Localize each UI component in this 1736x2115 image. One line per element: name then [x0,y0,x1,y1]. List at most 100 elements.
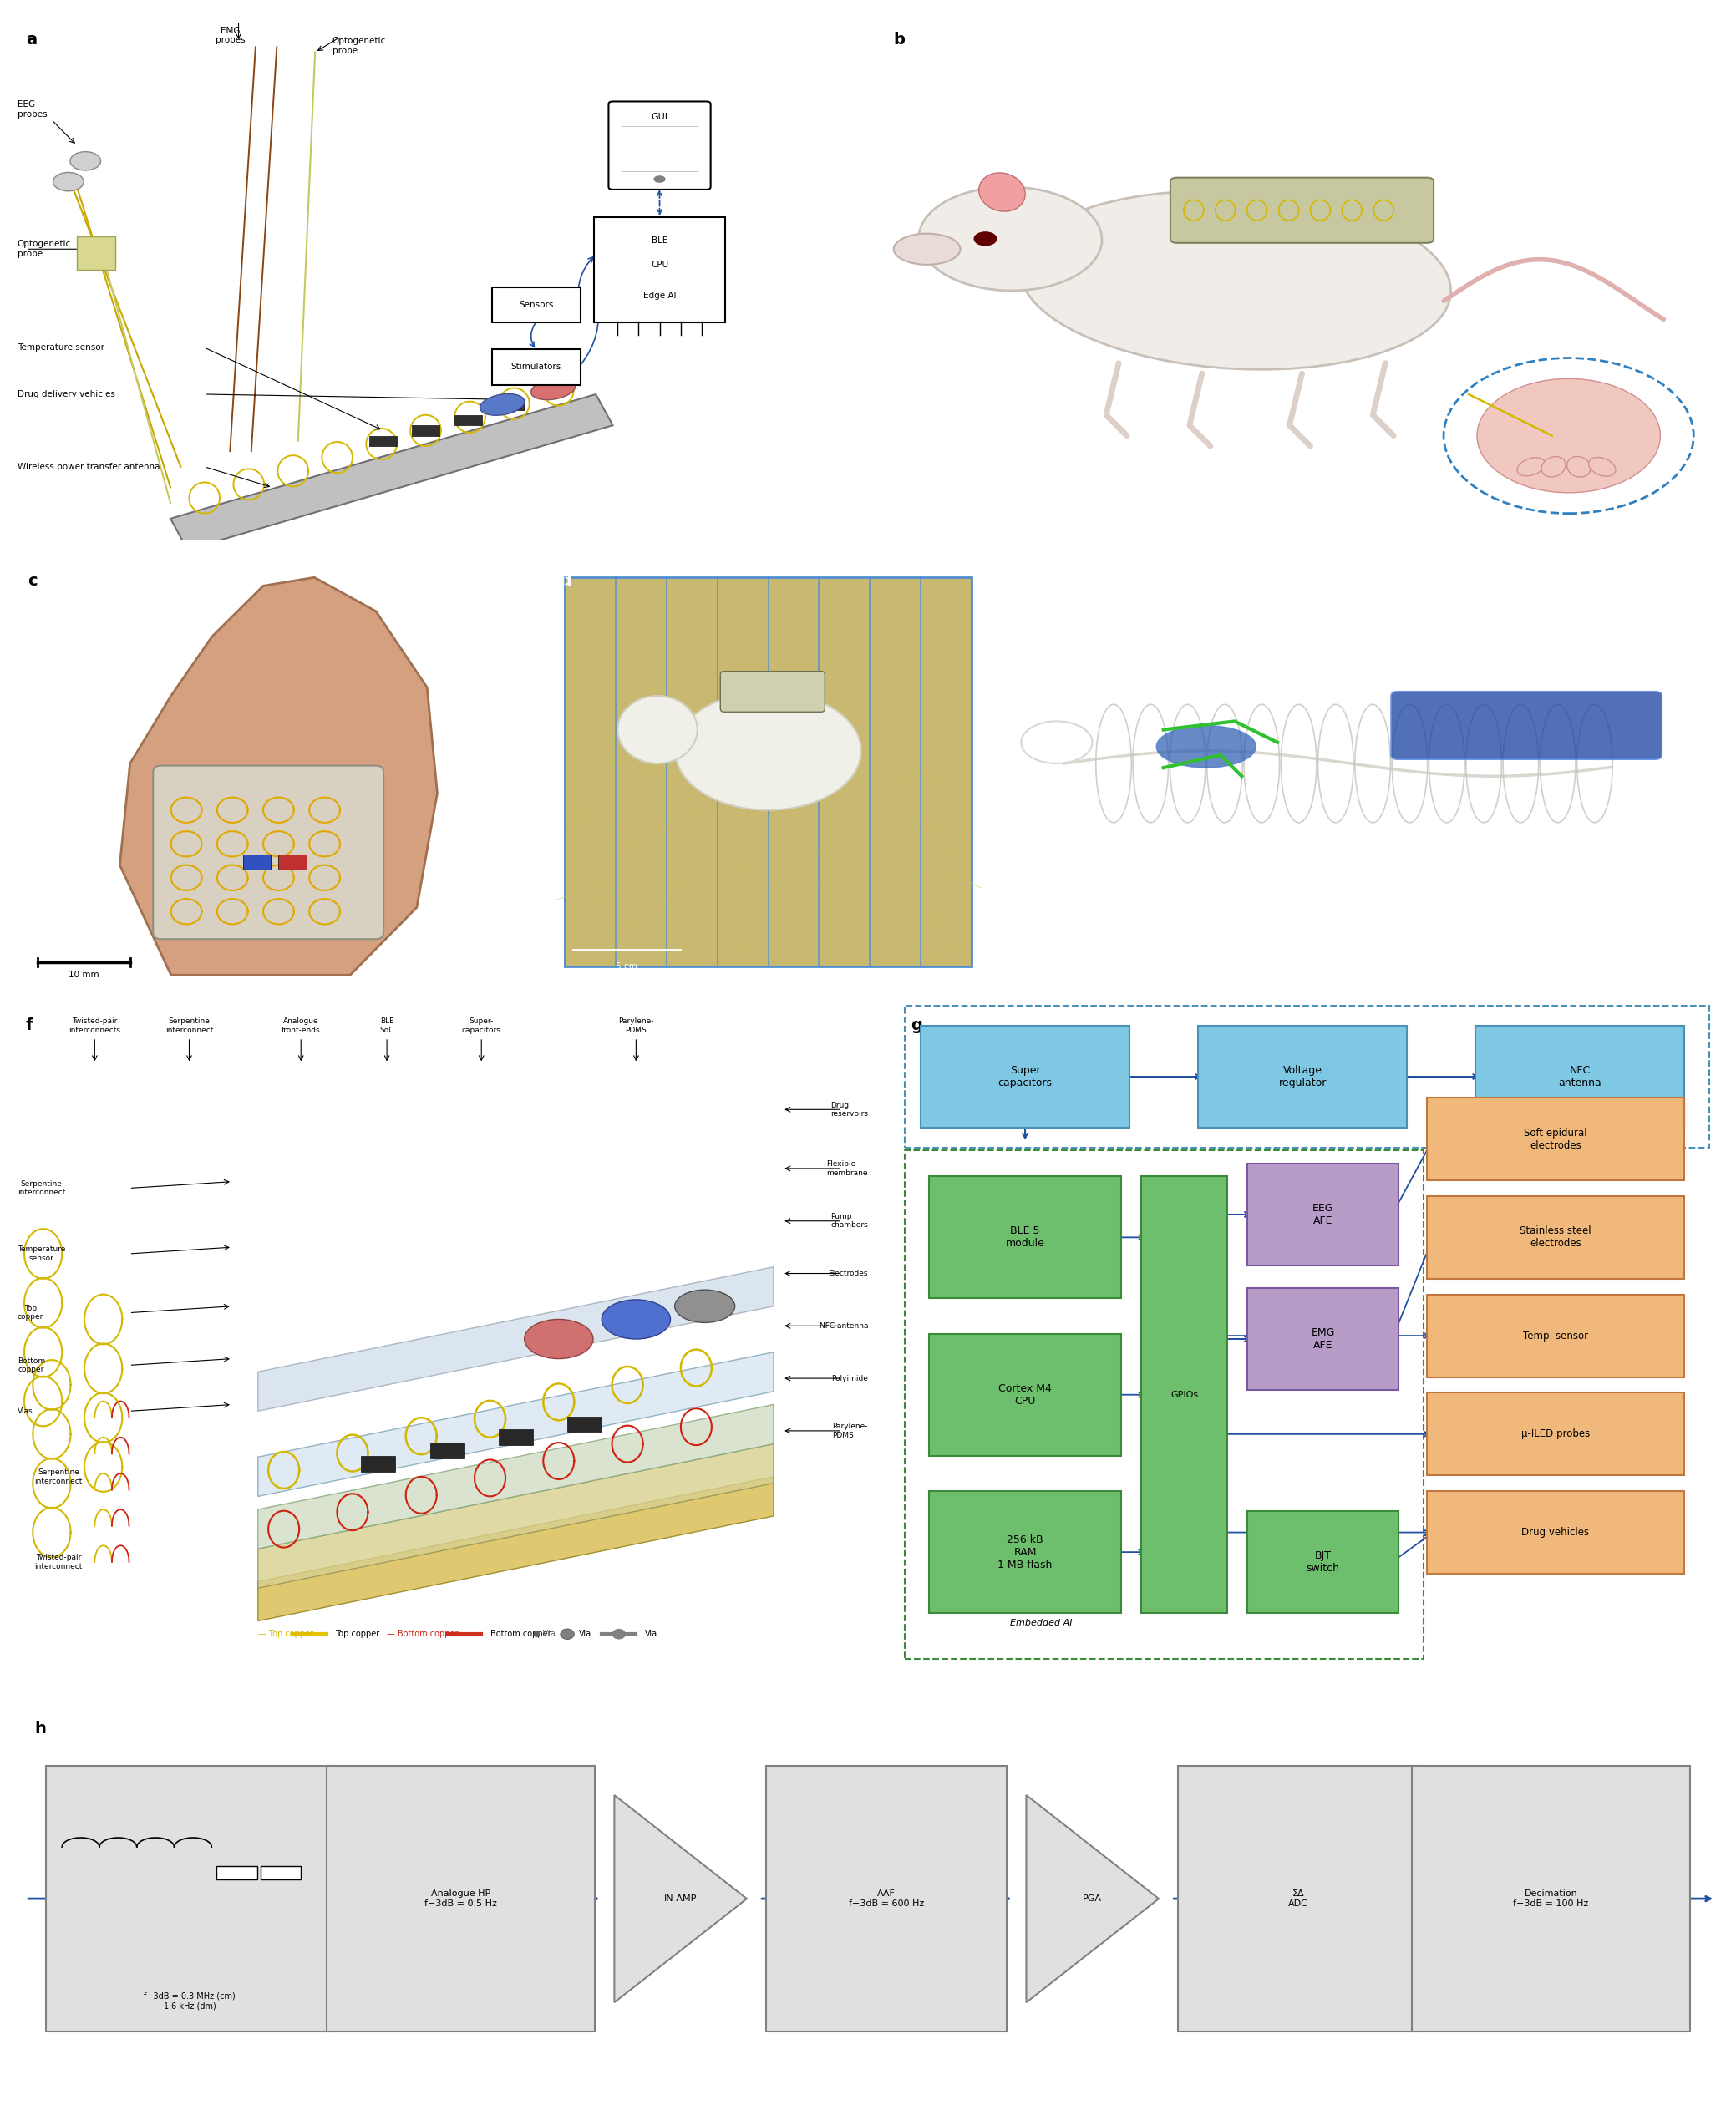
FancyBboxPatch shape [1391,692,1661,759]
Text: Embedded AI: Embedded AI [1010,1620,1073,1629]
FancyBboxPatch shape [491,349,580,385]
Ellipse shape [1542,457,1566,478]
Text: Electrodes: Electrodes [828,1269,868,1277]
Ellipse shape [1156,725,1257,768]
Text: Drug vehicles: Drug vehicles [1521,1527,1590,1538]
Text: Twisted-pair
interconnects: Twisted-pair interconnects [69,1017,120,1034]
Text: Vias: Vias [17,1406,33,1415]
Text: Optogenetic
probe: Optogenetic probe [332,36,385,55]
Text: ΣΔ
ADC: ΣΔ ADC [1288,1889,1309,1908]
Ellipse shape [918,186,1102,290]
Ellipse shape [618,696,698,764]
Text: 10 mm: 10 mm [69,971,99,979]
Text: Optogenetic
probe: Optogenetic probe [17,241,71,258]
Text: — Top copper: — Top copper [259,1631,312,1639]
Text: Serpentine
interconnect: Serpentine interconnect [165,1017,214,1034]
Text: PGA: PGA [1083,1895,1102,1904]
Bar [568,1417,602,1432]
FancyBboxPatch shape [1246,1288,1399,1390]
Text: Parylene-
PDMS: Parylene- PDMS [618,1017,654,1034]
Text: CPU: CPU [651,260,668,269]
FancyBboxPatch shape [1427,1294,1684,1377]
FancyBboxPatch shape [1427,1394,1684,1476]
FancyBboxPatch shape [1170,178,1434,243]
FancyBboxPatch shape [1179,1766,1418,2030]
FancyBboxPatch shape [1141,1176,1227,1614]
Text: d: d [561,573,571,590]
Text: Drug
reservoirs: Drug reservoirs [830,1102,868,1117]
Text: BLE
SoC: BLE SoC [380,1017,394,1034]
Text: NFC
antenna: NFC antenna [1559,1066,1602,1089]
Text: Super
capacitors: Super capacitors [998,1066,1052,1089]
Polygon shape [259,1476,774,1620]
Text: Via: Via [644,1631,658,1639]
Bar [496,400,524,410]
Polygon shape [259,1267,774,1411]
Bar [215,1865,257,1880]
Text: Serpentine
interconnect: Serpentine interconnect [17,1180,66,1197]
Polygon shape [259,1404,774,1548]
Text: BJT
switch: BJT switch [1305,1550,1340,1574]
Text: EMG
AFE: EMG AFE [1311,1328,1335,1351]
Ellipse shape [1019,190,1451,370]
Text: Via: Via [578,1631,592,1639]
Text: Edge AI: Edge AI [642,292,675,300]
Text: EEG
AFE: EEG AFE [1312,1203,1333,1227]
Circle shape [613,1629,625,1639]
Bar [411,425,439,436]
FancyBboxPatch shape [1411,1766,1689,2030]
Text: Serpentine
interconnect: Serpentine interconnect [35,1468,83,1485]
FancyBboxPatch shape [491,288,580,324]
Ellipse shape [1588,457,1616,476]
FancyBboxPatch shape [1246,1510,1399,1614]
Ellipse shape [1568,457,1590,478]
Text: BLE 5
module: BLE 5 module [1005,1227,1045,1250]
Bar [370,436,398,446]
Bar [278,854,307,869]
Text: μ-ILED probes: μ-ILED probes [1521,1428,1590,1440]
Ellipse shape [979,173,1026,212]
Text: Bottom copper: Bottom copper [490,1631,550,1639]
Text: Sensors: Sensors [519,300,554,309]
Ellipse shape [675,692,861,810]
Ellipse shape [602,1299,670,1339]
FancyBboxPatch shape [929,1335,1121,1455]
Polygon shape [259,1445,774,1588]
Text: — Bottom copper: — Bottom copper [387,1631,458,1639]
Text: AAF
f−3dB = 600 Hz: AAF f−3dB = 600 Hz [849,1889,924,1908]
Ellipse shape [1477,379,1660,493]
Ellipse shape [524,1320,594,1358]
FancyBboxPatch shape [929,1176,1121,1299]
Text: Parylene-
PDMS: Parylene- PDMS [833,1423,868,1438]
Text: Top copper: Top copper [335,1631,380,1639]
FancyBboxPatch shape [609,102,710,190]
Text: Stimulators: Stimulators [510,364,561,372]
Text: Analogue HP
f−3dB = 0.5 Hz: Analogue HP f−3dB = 0.5 Hz [424,1889,496,1908]
FancyBboxPatch shape [929,1491,1121,1614]
Text: Temperature sensor: Temperature sensor [17,343,104,351]
FancyBboxPatch shape [326,1766,595,2030]
FancyBboxPatch shape [1427,1197,1684,1280]
Text: Flexible
membrane: Flexible membrane [826,1161,868,1176]
Text: GPIOs: GPIOs [1170,1390,1198,1398]
Bar [431,1442,464,1459]
Text: Cortex M4
CPU: Cortex M4 CPU [998,1383,1052,1406]
Text: h: h [35,1722,45,1736]
Bar [243,854,271,869]
FancyBboxPatch shape [47,1766,333,2030]
Text: Polyimide: Polyimide [832,1375,868,1381]
Bar [76,237,115,271]
Text: g: g [911,1017,922,1034]
Text: 1 cm: 1 cm [1050,967,1071,975]
Bar [455,415,483,425]
Text: b: b [894,32,904,47]
Text: f−3dB = 0.3 MHz (cm)
1.6 kHz (dm): f−3dB = 0.3 MHz (cm) 1.6 kHz (dm) [144,1992,236,2009]
FancyBboxPatch shape [1198,1026,1406,1127]
Bar [498,1430,533,1445]
FancyBboxPatch shape [766,1766,1007,2030]
FancyBboxPatch shape [720,670,825,713]
Text: Soft epidural
electrodes: Soft epidural electrodes [1524,1127,1587,1151]
Text: ● Via: ● Via [533,1631,556,1639]
Text: GUI: GUI [651,112,668,121]
Text: Super-
capacitors: Super- capacitors [462,1017,502,1034]
